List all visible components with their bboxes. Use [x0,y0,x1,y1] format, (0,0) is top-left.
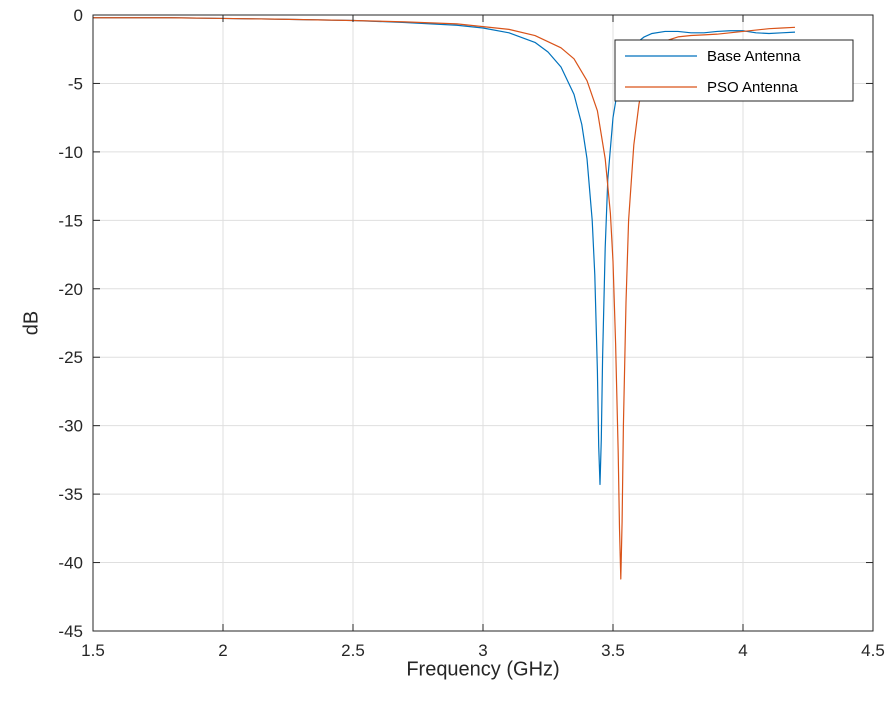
y-axis-title: dB [20,311,42,335]
x-tick-label: 4.5 [861,641,885,660]
x-tick-label: 1.5 [81,641,105,660]
legend-label: PSO Antenna [707,79,799,96]
y-tick-label: -40 [58,554,83,573]
series-line-pso-antenna [93,17,796,580]
legend-box [614,39,854,102]
x-tick-label: 4 [738,641,747,660]
tick-labels: 1.5 2 2.5 3 3.5 4 4.5 0 -5 -10 -15 -20 -25 -30 -35 -40 -… [58,6,884,660]
series-group [93,17,796,580]
y-tick-label: -45 [58,622,83,641]
legend: Base Antenna PSO Antenna [614,39,854,102]
x-tick-label: 3.5 [601,641,625,660]
y-tick-label: -25 [58,348,83,367]
x-tick-label: 2 [218,641,227,660]
y-tick-label: -15 [58,211,83,230]
y-tick-label: 0 [74,6,83,25]
legend-entries: Base Antenna PSO Antenna [625,48,801,96]
series-line-base-antenna [93,17,796,486]
y-tick-label: -35 [58,485,83,504]
ticks [92,14,874,632]
legend-label: Base Antenna [707,48,801,65]
y-tick-label: -30 [58,417,83,436]
x-axis-title: Frequency (GHz) [406,658,559,680]
y-tick-label: -10 [58,143,83,162]
grid [93,15,873,631]
x-tick-label: 2.5 [341,641,365,660]
y-tick-label: -20 [58,280,83,299]
x-tick-label: 3 [478,641,487,660]
y-tick-label: -5 [68,74,83,93]
